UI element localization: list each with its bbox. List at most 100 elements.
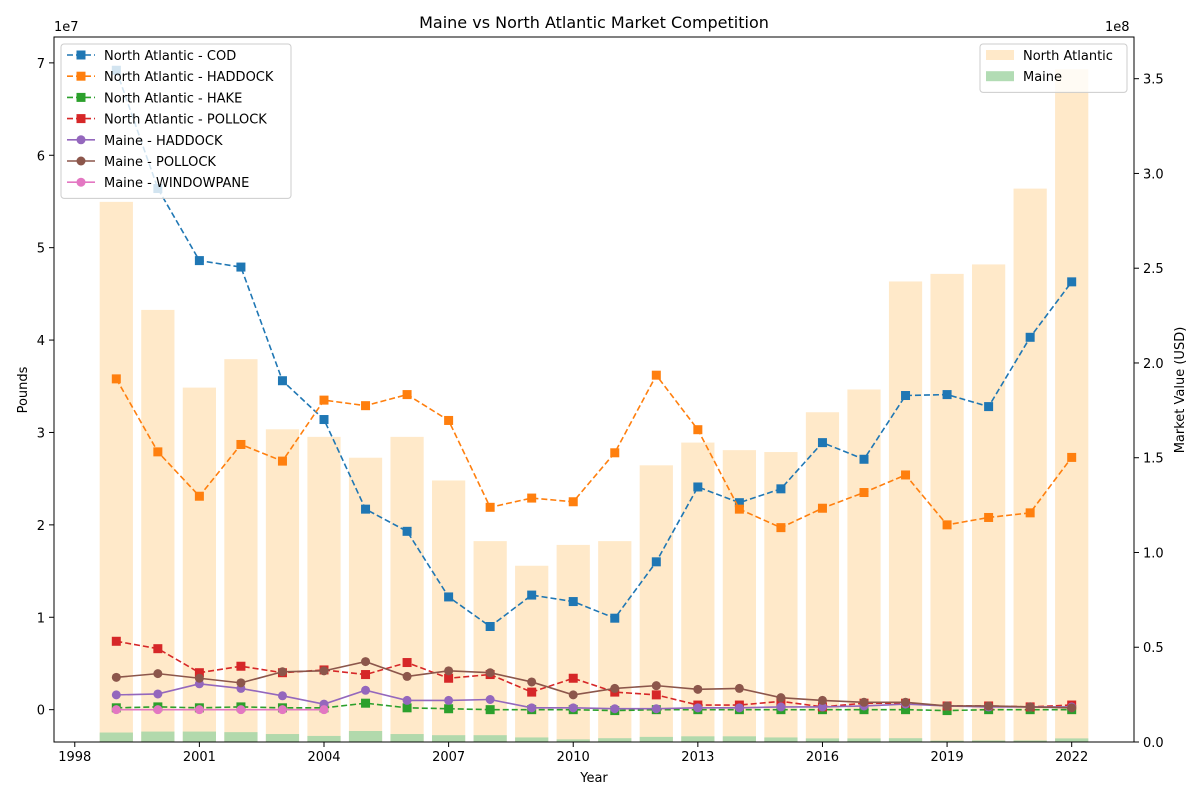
data-point <box>361 670 371 680</box>
data-point <box>901 470 911 480</box>
y-right-tick-label: 1.0 <box>1143 546 1164 561</box>
data-point <box>277 705 287 715</box>
series-line-2 <box>116 702 1072 712</box>
bar-maine <box>432 735 466 742</box>
data-point <box>568 497 578 507</box>
legend-label: Maine - WINDOWPANE <box>104 176 249 191</box>
data-point <box>444 704 454 714</box>
y-left-tick-label: 2 <box>37 519 45 534</box>
data-point <box>1067 277 1077 287</box>
data-point <box>527 493 537 503</box>
bar-north-atlantic <box>99 201 133 742</box>
legend-lines: North Atlantic - COD North Atlantic - HAD… <box>60 43 292 199</box>
data-point <box>111 690 121 700</box>
data-point <box>1025 702 1035 712</box>
legend-label: Maine <box>1023 70 1062 85</box>
legend-label: Maine - POLLOCK <box>104 155 216 170</box>
data-point <box>361 504 371 514</box>
legend-bars: North Atlantic Maine <box>979 43 1128 93</box>
bar-north-atlantic <box>972 264 1006 742</box>
legend-marker <box>76 177 86 187</box>
bar-maine <box>224 732 258 742</box>
y-right-tick-label: 0.5 <box>1143 641 1164 656</box>
data-point <box>734 498 744 508</box>
bar-maine <box>556 739 590 742</box>
data-point <box>485 502 495 512</box>
data-point <box>236 661 246 671</box>
data-point <box>402 390 412 400</box>
legend-bar-swatch <box>986 71 1014 82</box>
bar-north-atlantic <box>639 465 673 742</box>
plot-frame <box>53 36 1135 743</box>
bar-north-atlantic <box>888 281 923 742</box>
data-point <box>984 402 994 412</box>
bar-maine <box>930 740 964 742</box>
data-point <box>153 447 163 457</box>
y-right-tick-label: 2.5 <box>1143 262 1164 277</box>
data-point <box>527 687 537 697</box>
data-point <box>485 694 495 704</box>
data-point <box>1025 332 1035 342</box>
bar-maine <box>681 736 715 742</box>
bar-north-atlantic <box>307 436 341 742</box>
data-point <box>693 703 703 713</box>
bar-north-atlantic <box>182 387 216 742</box>
bar-maine <box>473 735 507 742</box>
data-point <box>942 390 952 400</box>
x-tick-label: 2010 <box>557 750 590 765</box>
data-point <box>236 262 246 272</box>
data-point <box>361 401 371 411</box>
legend-marker <box>76 135 86 145</box>
data-point <box>485 668 495 678</box>
legend-marker <box>76 92 86 102</box>
bar-maine <box>141 731 175 742</box>
x-axis: 1998 2001 2004 2007 2010 2013 2016 2019 2022 <box>58 742 1088 765</box>
legend-label: North Atlantic - HAKE <box>104 91 242 106</box>
series-line-1 <box>115 373 1073 529</box>
data-point <box>361 685 371 695</box>
data-point <box>444 666 454 676</box>
y-axis-left: 0 1 2 3 4 5 6 7 <box>37 57 54 719</box>
bar-maine <box>182 731 216 742</box>
data-point <box>361 657 371 667</box>
legend-bar-swatch <box>986 50 1014 60</box>
data-point <box>277 456 287 466</box>
lines-layer <box>111 65 1077 716</box>
x-tick-label: 2001 <box>183 750 216 765</box>
data-point <box>444 592 454 602</box>
y-left-tick-label: 5 <box>37 242 45 257</box>
data-point <box>111 705 121 715</box>
bar-maine <box>639 736 673 742</box>
x-tick-label: 2016 <box>806 750 839 765</box>
data-point <box>402 671 412 681</box>
bar-north-atlantic <box>1055 69 1089 742</box>
data-point <box>859 697 869 707</box>
bar-maine <box>847 738 881 742</box>
data-point <box>319 705 329 715</box>
data-point <box>651 681 661 691</box>
data-point <box>194 673 204 683</box>
series-line-5 <box>116 660 1072 709</box>
data-point <box>277 691 287 701</box>
x-axis-label: Year <box>579 771 608 786</box>
data-point <box>651 557 661 567</box>
y-right-tick-label: 3.0 <box>1143 167 1164 182</box>
data-point <box>153 705 163 715</box>
legend-marker <box>76 50 86 60</box>
data-point <box>402 526 412 536</box>
data-point <box>402 658 412 668</box>
data-point <box>610 704 620 714</box>
data-point <box>776 702 786 712</box>
data-point <box>942 520 952 530</box>
data-point <box>693 425 703 435</box>
x-tick-label: 2022 <box>1055 750 1088 765</box>
data-point <box>734 703 744 713</box>
bar-maine <box>265 734 300 742</box>
data-point <box>776 484 786 494</box>
data-point <box>776 523 786 533</box>
bar-north-atlantic <box>847 389 881 742</box>
data-point <box>1067 452 1077 462</box>
data-point <box>651 370 661 380</box>
data-point <box>942 706 952 716</box>
legend-label: Maine - HADDOCK <box>104 134 223 149</box>
